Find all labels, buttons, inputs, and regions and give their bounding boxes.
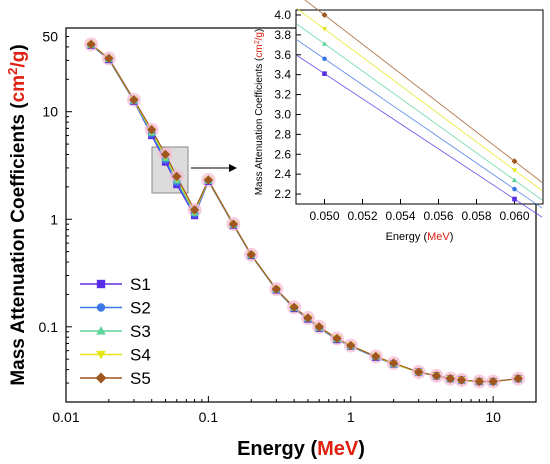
inset-y-axis-title: Mass Attenuation Coefficients (cm2/g) xyxy=(254,29,266,196)
inset-point-s5 xyxy=(511,158,518,165)
inset-y-tick-label: 3.2 xyxy=(274,88,291,102)
data-point-s5 xyxy=(104,53,114,64)
inset-line-s2 xyxy=(296,39,543,209)
legend-label-s3: S3 xyxy=(130,322,151,341)
inset-y-tick-label: 3.0 xyxy=(274,107,291,121)
inset-point-s3 xyxy=(511,177,518,183)
data-point-s5 xyxy=(371,351,381,362)
inset-point-s1 xyxy=(322,71,327,76)
legend-label-s5: S5 xyxy=(130,369,151,388)
x-tick-label: 10 xyxy=(485,409,501,425)
inset-x-tick-label: 0.050 xyxy=(309,209,339,223)
legend-marker-s2 xyxy=(96,303,106,312)
inset-x-tick-label: 0.056 xyxy=(423,209,453,223)
inset-y-tick-label: 4.0 xyxy=(274,8,291,22)
legend-label-s4: S4 xyxy=(130,346,151,365)
inset-point-s2 xyxy=(322,56,327,62)
data-point-s5 xyxy=(172,171,182,182)
data-point-s5 xyxy=(488,376,498,387)
inset-y-tick-label: 2.6 xyxy=(274,147,291,161)
data-point-s5 xyxy=(160,149,171,160)
inset-line-s3 xyxy=(296,23,543,201)
data-point-s5 xyxy=(388,358,399,368)
legend-label-s2: S2 xyxy=(130,299,151,318)
inset-line-s4 xyxy=(296,8,543,191)
data-point-s5 xyxy=(246,250,256,260)
y-tick-label: 50 xyxy=(42,29,58,45)
inset-y-tick-label: 3.6 xyxy=(274,48,291,62)
inset-frame xyxy=(295,9,544,205)
data-point-s5 xyxy=(456,375,467,385)
inset-plot: 0.050 0.052 0.054 0.056 0.058 0.060 2.2 2.4 2.6 2… xyxy=(254,0,544,243)
data-point-s5 xyxy=(189,205,200,215)
data-point-s5 xyxy=(445,373,455,384)
legend-marker-s4 xyxy=(96,350,106,360)
data-point-s5 xyxy=(332,333,342,344)
x-axis-title: Energy (MeV) xyxy=(237,438,365,460)
inset-x-axis-title: Energy (MeV) xyxy=(386,231,454,243)
inset-point-s2 xyxy=(512,186,517,192)
y-tick-label: 1 xyxy=(50,211,58,227)
inset-point-s5 xyxy=(321,11,328,18)
inset-y-tick-label: 2.2 xyxy=(274,187,291,201)
inset-x-tick-label: 0.054 xyxy=(385,209,415,223)
inset-line-s5 xyxy=(304,0,543,183)
y-tick-label: 0.1 xyxy=(39,319,59,335)
x-tick-label: 0.01 xyxy=(52,409,79,425)
x-tick-label: 0.1 xyxy=(199,409,219,425)
x-tick-label: 1 xyxy=(347,409,355,425)
inset-x-tick-label: 0.060 xyxy=(499,209,529,223)
data-point-s5 xyxy=(314,322,324,332)
data-point-s5 xyxy=(513,373,523,384)
inset-point-s4 xyxy=(321,26,328,32)
data-point-s5 xyxy=(414,367,424,377)
legend-marker-s1 xyxy=(96,279,106,289)
legend-label-s1: S1 xyxy=(130,275,151,294)
data-point-s5 xyxy=(289,302,299,312)
data-point-s5 xyxy=(203,175,214,185)
data-point-s5 xyxy=(474,376,485,387)
data-point-s5 xyxy=(147,125,157,135)
inset-y-tick-label: 2.4 xyxy=(274,167,291,181)
inset-y-tick-label: 3.8 xyxy=(274,28,291,42)
inset-x-tick-label: 0.058 xyxy=(461,209,491,223)
data-point-s5 xyxy=(271,284,281,294)
inset-y-tick-label: 2.8 xyxy=(274,127,291,141)
data-point-s5 xyxy=(228,219,239,229)
inset-point-s4 xyxy=(511,168,518,173)
y-tick-label: 10 xyxy=(42,104,58,120)
inset-y-tick-label: 3.4 xyxy=(274,68,291,82)
legend-marker-s5 xyxy=(95,372,107,384)
data-point-s5 xyxy=(346,340,356,351)
data-point-s5 xyxy=(129,95,139,105)
data-point-s5 xyxy=(86,39,96,50)
y-axis-title: Mass Attenuation Coefficients (cm2/g) xyxy=(5,44,30,385)
legend: S1 S2 S3 S4 S5 xyxy=(80,275,151,388)
inset-point-s3 xyxy=(321,41,328,46)
inset-point-s1 xyxy=(512,196,517,202)
data-point-s5 xyxy=(303,313,313,323)
inset-x-tick-label: 0.052 xyxy=(347,209,377,223)
inset-line-s1 xyxy=(296,55,543,218)
data-point-s5 xyxy=(431,371,442,381)
legend-marker-s3 xyxy=(96,326,106,335)
